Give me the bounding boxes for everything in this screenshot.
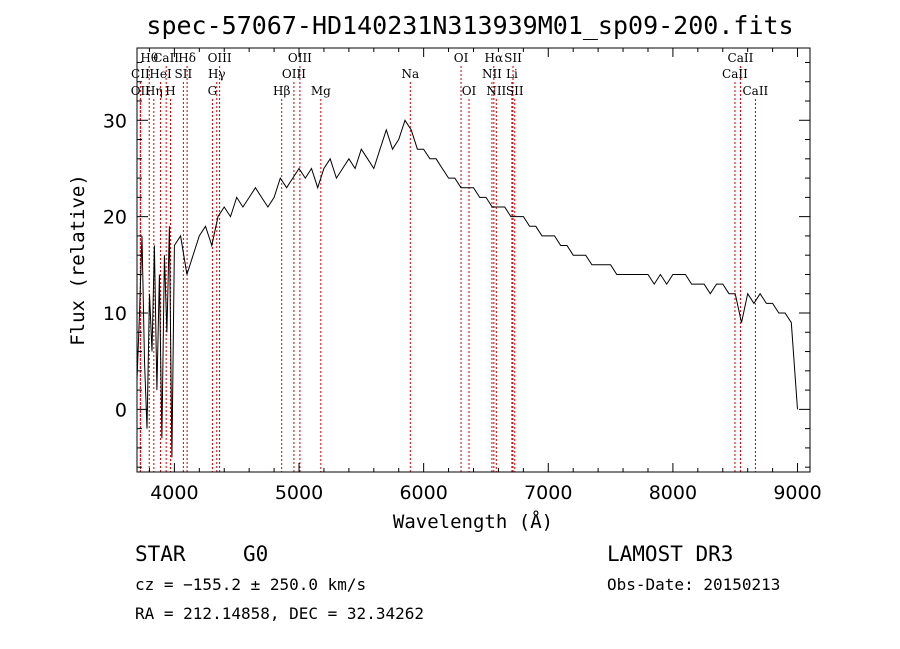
spectral-line-label: Hγ — [208, 67, 226, 81]
chart-title: spec-57067-HD140231N313939M01_sp09-200.f… — [146, 11, 793, 40]
y-axis: 0 10 20 30 — [103, 61, 810, 468]
x-tick-label: 6000 — [399, 482, 447, 504]
spectral-line-label: OIII — [208, 51, 232, 65]
y-tick-label: 30 — [103, 110, 127, 132]
spectral-line-label: SII — [506, 84, 524, 98]
spectral-line-label: Hη — [145, 84, 163, 98]
spectral-line-label: OI — [462, 84, 477, 98]
y-tick-label: 10 — [103, 303, 127, 325]
spectral-line-label: NII — [486, 84, 506, 98]
spectral-line-label: Hθ — [140, 51, 158, 65]
coordinates: RA = 212.14858, DEC = 32.34262 — [135, 604, 424, 623]
spectral-line-label: OIII — [282, 67, 306, 81]
spectrum-line — [136, 119, 798, 458]
x-tick-label: 7000 — [524, 482, 572, 504]
y-tick-label: 0 — [115, 399, 127, 421]
object-class: STAR — [135, 542, 186, 566]
spectral-line-label: OII — [131, 84, 151, 98]
spectral-line-label: CaII — [722, 67, 748, 81]
spectral-line-label: Mg — [311, 84, 331, 98]
spectral-line-label: Hβ — [273, 84, 290, 98]
obs-date: Obs-Date: 20150213 — [607, 575, 780, 594]
spectral-line-label: NII — [482, 67, 502, 81]
spectral-line-label: HeI — [149, 67, 172, 81]
spectral-line-label: OIII — [288, 51, 312, 65]
spectral-line-label: OI — [454, 51, 469, 65]
spectral-line-label: SII — [175, 67, 193, 81]
spectral-line-label: H — [165, 84, 175, 98]
x-tick-label: 8000 — [649, 482, 697, 504]
plot-frame — [136, 47, 811, 473]
object-subclass: G0 — [243, 542, 268, 566]
spectral-line-markers — [139, 66, 756, 472]
spectral-line-label: Hα — [485, 51, 504, 65]
x-axis: 4000 5000 6000 7000 8000 9000 — [148, 48, 822, 504]
x-tick-label: 9000 — [773, 482, 821, 504]
x-axis-label: Wavelength (Å) — [393, 510, 553, 533]
y-tick-label: 20 — [103, 207, 127, 229]
survey-name: LAMOST DR3 — [607, 542, 733, 566]
spectral-line-label: CaII — [742, 84, 768, 98]
y-axis-label: Flux (relative) — [67, 174, 89, 346]
spectral-line-label: G — [208, 84, 218, 98]
x-tick-label: 5000 — [275, 482, 323, 504]
spectral-line-label: Hδ — [178, 51, 196, 65]
spectral-line-label: CII — [131, 67, 150, 81]
x-tick-label: 4000 — [150, 482, 198, 504]
spectral-line-label: SII — [504, 51, 522, 65]
spectral-line-label: Li — [506, 67, 518, 81]
velocity-readout: cz = −155.2 ± 250.0 km/s — [135, 575, 366, 594]
spectral-line-label: CaII — [728, 51, 754, 65]
spectral-line-label: CaII — [153, 51, 179, 65]
spectral-line-label: Na — [401, 67, 419, 81]
